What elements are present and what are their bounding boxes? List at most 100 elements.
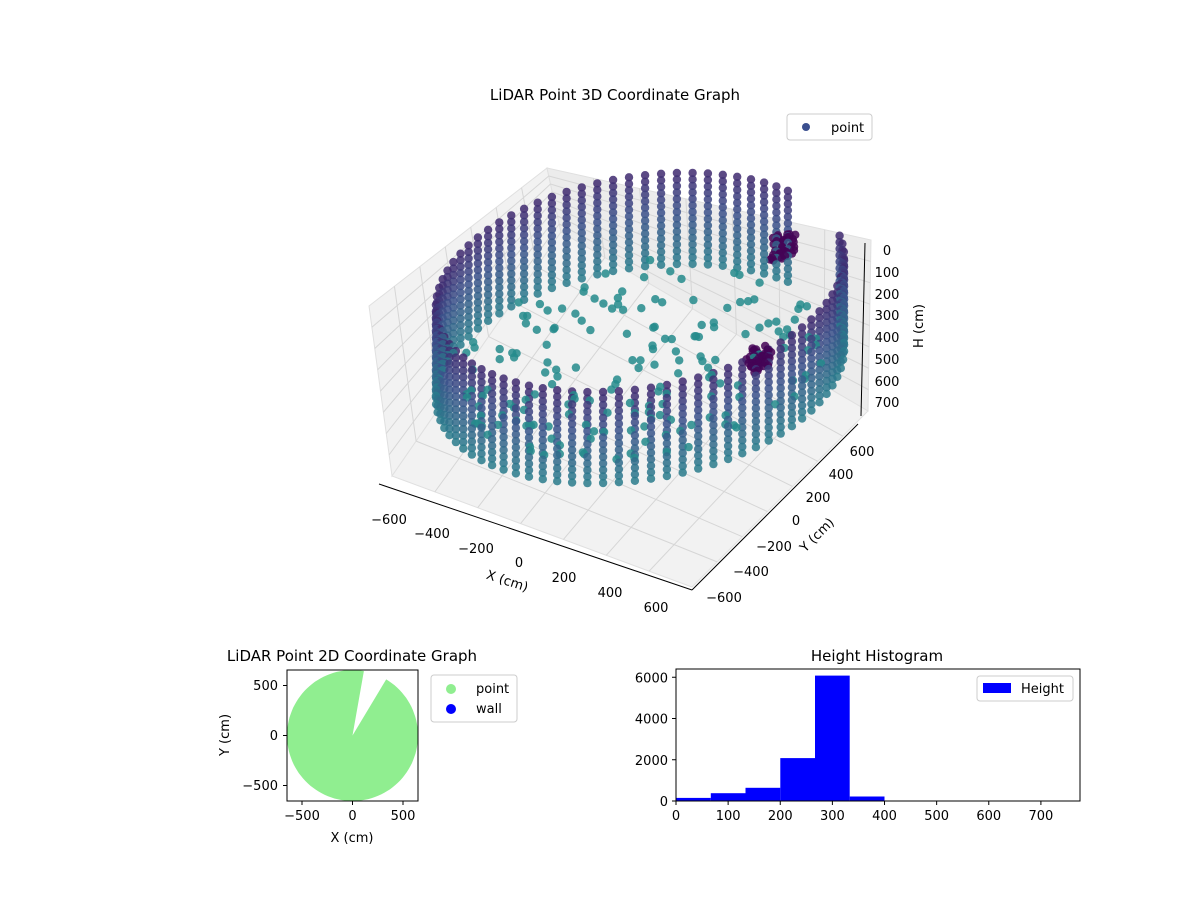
point-marker: [608, 266, 618, 276]
point-marker: [511, 391, 521, 400]
point-marker: [593, 185, 602, 195]
point-marker: [519, 269, 529, 278]
legend-marker-height: [983, 683, 1011, 693]
point-marker: [538, 436, 547, 445]
point-marker: [703, 227, 713, 237]
point-marker: [451, 372, 461, 382]
point-marker: [483, 245, 493, 254]
point-marker: [553, 477, 562, 486]
legend-marker-point: [802, 123, 810, 131]
point-marker: [477, 378, 486, 387]
point-marker: [797, 375, 807, 384]
point-marker: [464, 319, 473, 328]
point-marker: [567, 432, 577, 442]
point-marker: [459, 379, 468, 388]
point-marker: [456, 301, 465, 310]
point-marker: [751, 423, 761, 432]
point-marker: [562, 200, 571, 210]
point-marker: [759, 243, 769, 252]
point-marker: [723, 435, 733, 444]
histogram-bar: [745, 787, 781, 801]
point-marker: [746, 175, 756, 184]
point-marker: [614, 426, 624, 435]
point-marker: [672, 175, 682, 184]
point-marker: [473, 246, 483, 255]
point-marker: [678, 448, 687, 458]
y-tick-label: 4000: [635, 713, 668, 728]
legend-box: [786, 113, 873, 141]
point-marker: [718, 190, 727, 199]
point-marker: [614, 387, 624, 396]
point-marker: [499, 393, 508, 403]
point-marker: [577, 241, 586, 251]
point-marker: [678, 416, 687, 425]
point-marker: [451, 431, 461, 440]
point-marker: [543, 306, 552, 315]
point-marker: [718, 248, 727, 257]
point-marker: [672, 233, 682, 243]
point-marker: [483, 264, 493, 273]
point-marker: [783, 186, 793, 195]
point-marker: [776, 390, 785, 399]
point-marker: [656, 208, 666, 217]
point-marker: [477, 443, 486, 452]
point-marker: [807, 406, 816, 415]
point-marker: [499, 380, 508, 390]
point-marker: [759, 249, 769, 259]
point-marker: [662, 406, 672, 416]
point-marker: [672, 201, 682, 210]
histogram-bar: [676, 797, 711, 801]
point-marker: [562, 233, 571, 242]
point-marker: [797, 336, 807, 345]
point-marker: [694, 386, 703, 395]
point-marker: [538, 410, 547, 419]
point-marker: [733, 172, 742, 181]
point-marker: [487, 396, 497, 405]
point-marker: [759, 236, 769, 246]
point-marker: [709, 433, 718, 443]
point-marker: [662, 380, 672, 390]
point-marker: [703, 247, 713, 256]
point-marker: [464, 286, 473, 296]
point-marker: [709, 440, 718, 449]
point-marker: [783, 199, 793, 208]
point-marker: [511, 462, 521, 472]
point-marker: [656, 169, 666, 178]
point-marker: [607, 304, 617, 313]
point-marker: [495, 344, 504, 354]
legend-marker-point: [446, 684, 456, 694]
point-marker: [451, 366, 461, 375]
point-marker: [743, 297, 753, 306]
point-marker: [822, 305, 831, 314]
point-marker: [451, 359, 461, 369]
z-tick-label: 100: [875, 266, 900, 281]
point-marker: [473, 291, 483, 301]
point-marker: [577, 209, 586, 218]
point-marker: [672, 194, 682, 204]
point-marker: [624, 186, 634, 195]
point-marker: [751, 371, 761, 380]
point-marker: [511, 456, 521, 465]
point-marker: [499, 413, 508, 422]
point-marker: [703, 253, 713, 263]
point-marker: [567, 458, 577, 468]
point-marker: [723, 396, 733, 405]
point-marker: [723, 389, 733, 399]
y-axis-label-2d: Y (cm): [218, 714, 233, 757]
point-marker: [533, 244, 542, 253]
point-marker: [538, 468, 547, 477]
point-marker: [672, 214, 682, 223]
point-marker: [733, 185, 742, 194]
z-tick-labels-3d: 0 100 200 300 400 500 600 700: [875, 244, 900, 411]
x-tick-label: 0: [515, 556, 523, 571]
point-marker: [688, 175, 697, 184]
point-marker: [477, 404, 486, 413]
point-marker: [495, 302, 504, 312]
point-marker: [751, 397, 761, 406]
y-tick-label: 0: [270, 729, 278, 744]
point-marker: [746, 240, 756, 249]
point-marker: [577, 189, 586, 199]
point-marker: [456, 334, 465, 343]
x-axis-label-2d: X (cm): [331, 831, 374, 846]
point-marker: [776, 370, 785, 380]
